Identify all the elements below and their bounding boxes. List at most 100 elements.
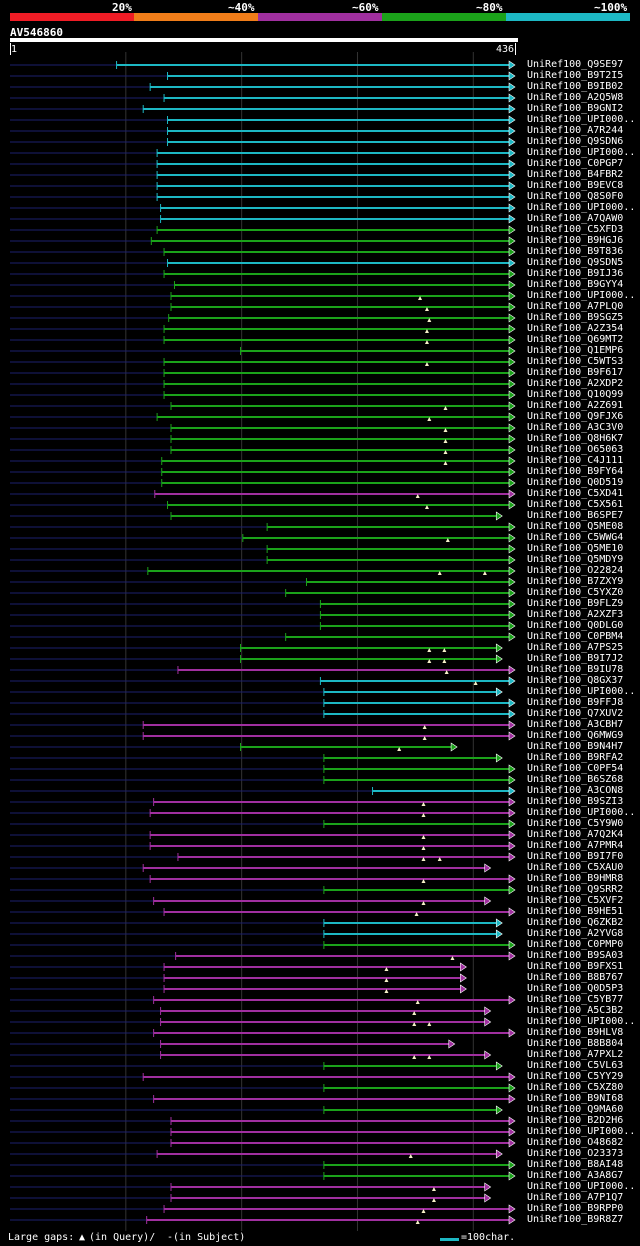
hit-label[interactable]: UniRef100_B9IU78 — [527, 664, 624, 675]
hit-label[interactable]: UniRef100_C0PBM4 — [527, 631, 624, 642]
hit-label[interactable]: UniRef100_Q5ME08 — [527, 521, 624, 532]
hit-label[interactable]: UniRef100_C5WTS3 — [527, 356, 624, 367]
hit-label[interactable]: UniRef100_B6SPE7 — [527, 510, 624, 521]
hit-label[interactable]: UniRef100_C5XAU0 — [527, 862, 624, 873]
hit-label[interactable]: UniRef100_B9FY64 — [527, 466, 624, 477]
hit-label[interactable]: UniRef100_UPI000.. — [527, 1016, 636, 1027]
hit-label[interactable]: UniRef100_C0PMP0 — [527, 939, 624, 950]
hit-label[interactable]: UniRef100_C5VL63 — [527, 1060, 624, 1071]
hit-label[interactable]: UniRef100_A7PXL2 — [527, 1049, 624, 1060]
hit-label[interactable]: UniRef100_B9I7J2 — [527, 653, 624, 664]
hit-label[interactable]: UniRef100_O22824 — [527, 565, 624, 576]
hit-label[interactable]: UniRef100_C5YB77 — [527, 994, 624, 1005]
hit-label[interactable]: UniRef100_B9HE51 — [527, 906, 624, 917]
hit-label[interactable]: UniRef100_C5WWG4 — [527, 532, 624, 543]
hit-label[interactable]: UniRef100_C5Y9W0 — [527, 818, 624, 829]
hit-label[interactable]: UniRef100_Q1EMP6 — [527, 345, 624, 356]
hit-label[interactable]: UniRef100_B9RPP0 — [527, 1203, 624, 1214]
hit-label[interactable]: UniRef100_A7Q2K4 — [527, 829, 624, 840]
hit-label[interactable]: UniRef100_B9HMR8 — [527, 873, 624, 884]
hit-label[interactable]: UniRef100_UPI000.. — [527, 147, 636, 158]
hit-label[interactable]: UniRef100_B9R8Z7 — [527, 1214, 624, 1225]
hit-label[interactable]: UniRef100_B9RFA2 — [527, 752, 624, 763]
hit-label[interactable]: UniRef100_B9T2I5 — [527, 70, 624, 81]
hit-label[interactable]: UniRef100_C5XFD3 — [527, 224, 624, 235]
hit-label[interactable]: UniRef100_B8AI48 — [527, 1159, 624, 1170]
hit-label[interactable]: UniRef100_A7PLQ0 — [527, 301, 624, 312]
hit-label[interactable]: UniRef100_C4J111 — [527, 455, 624, 466]
hit-label[interactable]: UniRef100_A3CON8 — [527, 785, 624, 796]
hit-label[interactable]: UniRef100_Q9MA60 — [527, 1104, 624, 1115]
hit-label[interactable]: UniRef100_Q9SDN5 — [527, 257, 624, 268]
hit-label[interactable]: UniRef100_Q5MDY9 — [527, 554, 624, 565]
hit-label[interactable]: UniRef100_Q9SDN6 — [527, 136, 624, 147]
hit-label[interactable]: UniRef100_UPI000.. — [527, 1126, 636, 1137]
hit-label[interactable]: UniRef100_A7PS25 — [527, 642, 624, 653]
hit-label[interactable]: UniRef100_B8B767 — [527, 972, 624, 983]
hit-label[interactable]: UniRef100_C5XD41 — [527, 488, 624, 499]
hit-label[interactable]: UniRef100_A3C3V0 — [527, 422, 624, 433]
hit-label[interactable]: UniRef100_C5X561 — [527, 499, 624, 510]
hit-label[interactable]: UniRef100_A3CBH7 — [527, 719, 624, 730]
hit-label[interactable]: UniRef100_B4FBR2 — [527, 169, 624, 180]
hit-label[interactable]: UniRef100_A7PMR4 — [527, 840, 624, 851]
hit-label[interactable]: UniRef100_C5YXZ0 — [527, 587, 624, 598]
hit-label[interactable]: UniRef100_B9SA03 — [527, 950, 624, 961]
hit-label[interactable]: UniRef100_Q8GX37 — [527, 675, 624, 686]
hit-label[interactable]: UniRef100_B9T836 — [527, 246, 624, 257]
hit-label[interactable]: UniRef100_B9HGJ6 — [527, 235, 624, 246]
hit-label[interactable]: UniRef100_A5C3B2 — [527, 1005, 624, 1016]
hit-label[interactable]: UniRef100_B9SZI3 — [527, 796, 624, 807]
hit-label[interactable]: UniRef100_Q9SRR2 — [527, 884, 624, 895]
hit-label[interactable]: UniRef100_A2Z354 — [527, 323, 624, 334]
hit-label[interactable]: UniRef100_A7R244 — [527, 125, 624, 136]
hit-label[interactable]: UniRef100_Q9FJX6 — [527, 411, 624, 422]
hit-label[interactable]: UniRef100_B9NI68 — [527, 1093, 624, 1104]
hit-label[interactable]: UniRef100_B7ZXY9 — [527, 576, 624, 587]
hit-label[interactable]: UniRef100_O48682 — [527, 1137, 624, 1148]
hit-label[interactable]: UniRef100_C5XVF2 — [527, 895, 624, 906]
hit-label[interactable]: UniRef100_C5YY29 — [527, 1071, 624, 1082]
hit-label[interactable]: UniRef100_B9GNI2 — [527, 103, 624, 114]
hit-label[interactable]: UniRef100_B2D2H6 — [527, 1115, 624, 1126]
hit-label[interactable]: UniRef100_A2Q5W8 — [527, 92, 624, 103]
hit-label[interactable]: UniRef100_B9EVC8 — [527, 180, 624, 191]
hit-label[interactable]: UniRef100_B9FXS1 — [527, 961, 624, 972]
hit-label[interactable]: UniRef100_Q0DLG0 — [527, 620, 624, 631]
hit-label[interactable]: UniRef100_C0PGP7 — [527, 158, 624, 169]
hit-label[interactable]: UniRef100_B9SGZ5 — [527, 312, 624, 323]
hit-label[interactable]: UniRef100_UPI000.. — [527, 202, 636, 213]
hit-label[interactable]: UniRef100_A2Z691 — [527, 400, 624, 411]
hit-label[interactable]: UniRef100_A2XZF3 — [527, 609, 624, 620]
hit-label[interactable]: UniRef100_Q8H6K7 — [527, 433, 624, 444]
hit-label[interactable]: UniRef100_UPI000.. — [527, 1181, 636, 1192]
hit-label[interactable]: UniRef100_B9IB02 — [527, 81, 624, 92]
hit-label[interactable]: UniRef100_Q69MT2 — [527, 334, 624, 345]
hit-label[interactable]: UniRef100_O65063 — [527, 444, 624, 455]
hit-label[interactable]: UniRef100_A7P1Q7 — [527, 1192, 624, 1203]
hit-label[interactable]: UniRef100_B9HLV8 — [527, 1027, 624, 1038]
hit-label[interactable]: UniRef100_O23373 — [527, 1148, 624, 1159]
hit-label[interactable]: UniRef100_Q0D5P3 — [527, 983, 624, 994]
hit-label[interactable]: UniRef100_B9GYY4 — [527, 279, 624, 290]
hit-label[interactable]: UniRef100_B6SZ68 — [527, 774, 624, 785]
hit-label[interactable]: UniRef100_Q7XUV2 — [527, 708, 624, 719]
hit-label[interactable]: UniRef100_B9F617 — [527, 367, 624, 378]
hit-label[interactable]: UniRef100_B9FLZ9 — [527, 598, 624, 609]
hit-label[interactable]: UniRef100_Q0D519 — [527, 477, 624, 488]
hit-label[interactable]: UniRef100_Q10Q99 — [527, 389, 624, 400]
hit-label[interactable]: UniRef100_A7QAW0 — [527, 213, 624, 224]
hit-label[interactable]: UniRef100_C0PF54 — [527, 763, 624, 774]
hit-label[interactable]: UniRef100_B8B804 — [527, 1038, 624, 1049]
hit-label[interactable]: UniRef100_A2XDP2 — [527, 378, 624, 389]
hit-label[interactable]: UniRef100_Q9SE97 — [527, 59, 624, 70]
hit-label[interactable]: UniRef100_B9I7F0 — [527, 851, 624, 862]
hit-label[interactable]: UniRef100_UPI000.. — [527, 290, 636, 301]
hit-label[interactable]: UniRef100_Q8S0F0 — [527, 191, 624, 202]
hit-label[interactable]: UniRef100_UPI000.. — [527, 807, 636, 818]
hit-label[interactable]: UniRef100_UPI000.. — [527, 114, 636, 125]
hit-label[interactable]: UniRef100_Q5ME10 — [527, 543, 624, 554]
hit-label[interactable]: UniRef100_UPI000.. — [527, 686, 636, 697]
hit-label[interactable]: UniRef100_B9FFJ8 — [527, 697, 624, 708]
hit-label[interactable]: UniRef100_B9IJ36 — [527, 268, 624, 279]
